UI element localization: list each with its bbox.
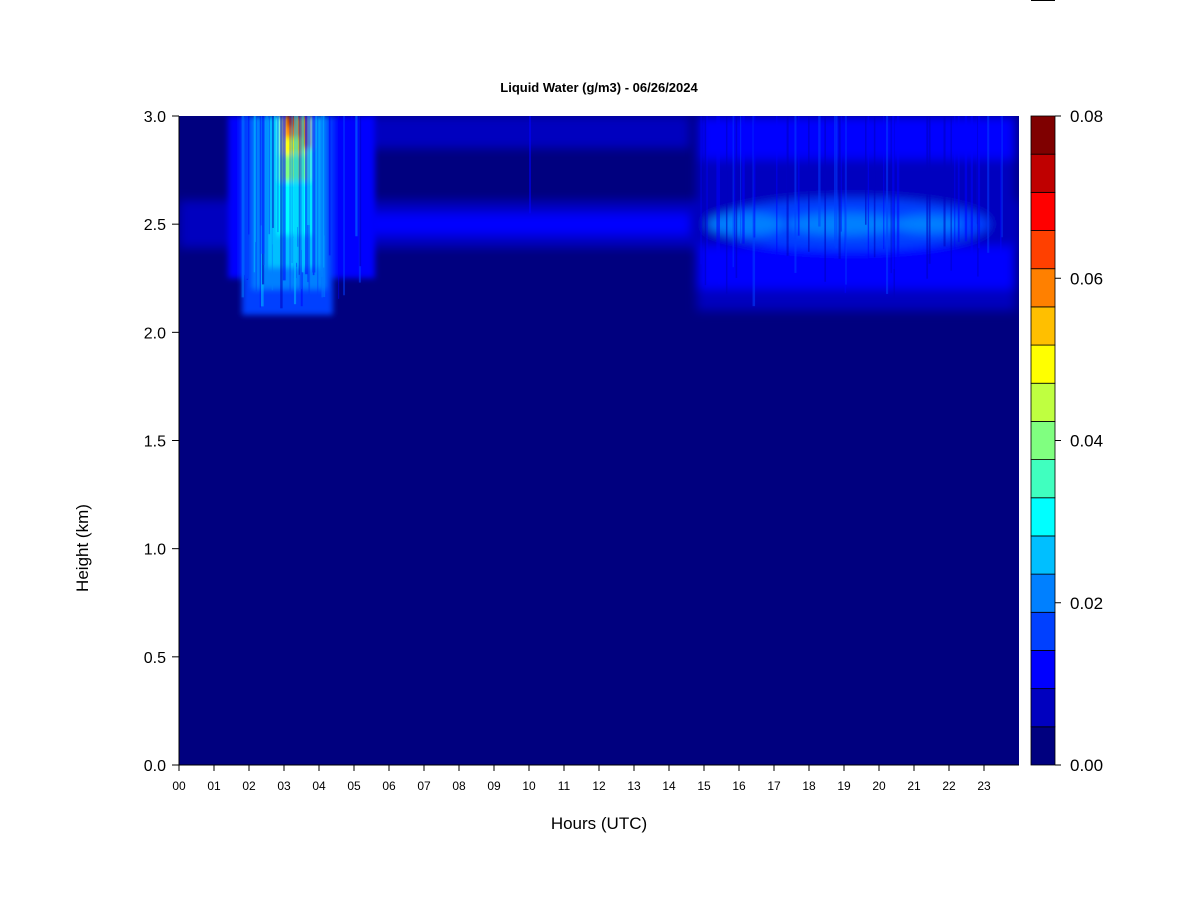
colorbar-segment — [1030, 153, 1056, 193]
corner-mark — [1031, 0, 1055, 1]
y-axis-label: Height (km) — [73, 504, 92, 592]
x-tick-label: 16 — [732, 779, 746, 793]
y-tick-label: 0.0 — [144, 758, 166, 775]
colorbar: 0.00 0.02 0.04 0.06 0.08 — [1030, 107, 1103, 775]
heatmap-afternoon-layer — [697, 116, 1016, 311]
colorbar-tick-label: 0.06 — [1070, 269, 1103, 288]
colorbar-segment — [1030, 726, 1056, 766]
x-tick-label: 21 — [907, 779, 921, 793]
heatmap-streaks — [241, 116, 1003, 309]
colorbar-segment — [1030, 573, 1056, 613]
x-tick-label: 17 — [767, 779, 781, 793]
colorbar-segment — [1030, 306, 1056, 346]
x-tick-label: 09 — [487, 779, 501, 793]
x-tick-label: 13 — [627, 779, 641, 793]
y-axis-ticks: 0.0 0.5 1.0 1.5 2.0 2.5 3.0 — [144, 109, 179, 775]
colorbar-segment — [1030, 459, 1056, 499]
colorbar-segment — [1030, 497, 1056, 537]
x-tick-label: 05 — [347, 779, 361, 793]
x-tick-label: 04 — [312, 779, 326, 793]
colorbar-tick-label: 0.02 — [1070, 594, 1103, 613]
colorbar-segment — [1030, 268, 1056, 308]
colorbar-segment — [1030, 382, 1056, 422]
colorbar-tick-label: 0.04 — [1070, 432, 1103, 451]
chart-title: Liquid Water (g/m3) - 06/26/2024 — [500, 80, 698, 95]
y-tick-label: 0.5 — [144, 650, 166, 667]
x-tick-label: 02 — [242, 779, 256, 793]
colorbar-segment — [1030, 611, 1056, 651]
x-tick-label: 22 — [942, 779, 956, 793]
colorbar-segment — [1030, 344, 1056, 384]
colorbar-segment — [1030, 115, 1056, 155]
colorbar-segment — [1030, 535, 1056, 575]
x-axis-label: Hours (UTC) — [551, 814, 647, 833]
x-tick-label: 06 — [382, 779, 396, 793]
colorbar-tick-label: 0.08 — [1070, 107, 1103, 126]
y-tick-label: 1.5 — [144, 434, 166, 451]
colorbar-segment — [1030, 688, 1056, 728]
y-tick-label: 1.0 — [144, 542, 166, 559]
y-tick-label: 2.5 — [144, 217, 166, 234]
x-tick-label: 15 — [697, 779, 711, 793]
y-tick-label: 3.0 — [144, 109, 166, 126]
x-tick-label: 18 — [802, 779, 816, 793]
x-tick-label: 11 — [558, 779, 571, 793]
colorbar-segment — [1030, 421, 1056, 460]
x-axis-ticks: 00 01 02 03 04 05 06 07 08 09 10 11 12 13 14 15 16 17 18 19… — [172, 765, 991, 793]
colorbar-segment — [1030, 650, 1056, 690]
x-tick-label: 07 — [417, 779, 431, 793]
x-tick-label: 19 — [837, 779, 851, 793]
x-tick-label: 14 — [662, 779, 676, 793]
colorbar-tick-label: 0.00 — [1070, 756, 1103, 775]
x-tick-label: 12 — [592, 779, 606, 793]
x-tick-label: 03 — [277, 779, 291, 793]
colorbar-segment — [1030, 191, 1056, 231]
x-tick-label: 23 — [977, 779, 991, 793]
x-tick-label: 01 — [207, 779, 221, 793]
x-tick-label: 08 — [452, 779, 466, 793]
x-tick-label: 20 — [872, 779, 886, 793]
y-tick-label: 2.0 — [144, 325, 166, 342]
x-tick-label: 00 — [172, 779, 186, 793]
colorbar-segment — [1030, 230, 1056, 270]
x-tick-label: 10 — [522, 779, 536, 793]
plot-area — [179, 116, 1019, 765]
